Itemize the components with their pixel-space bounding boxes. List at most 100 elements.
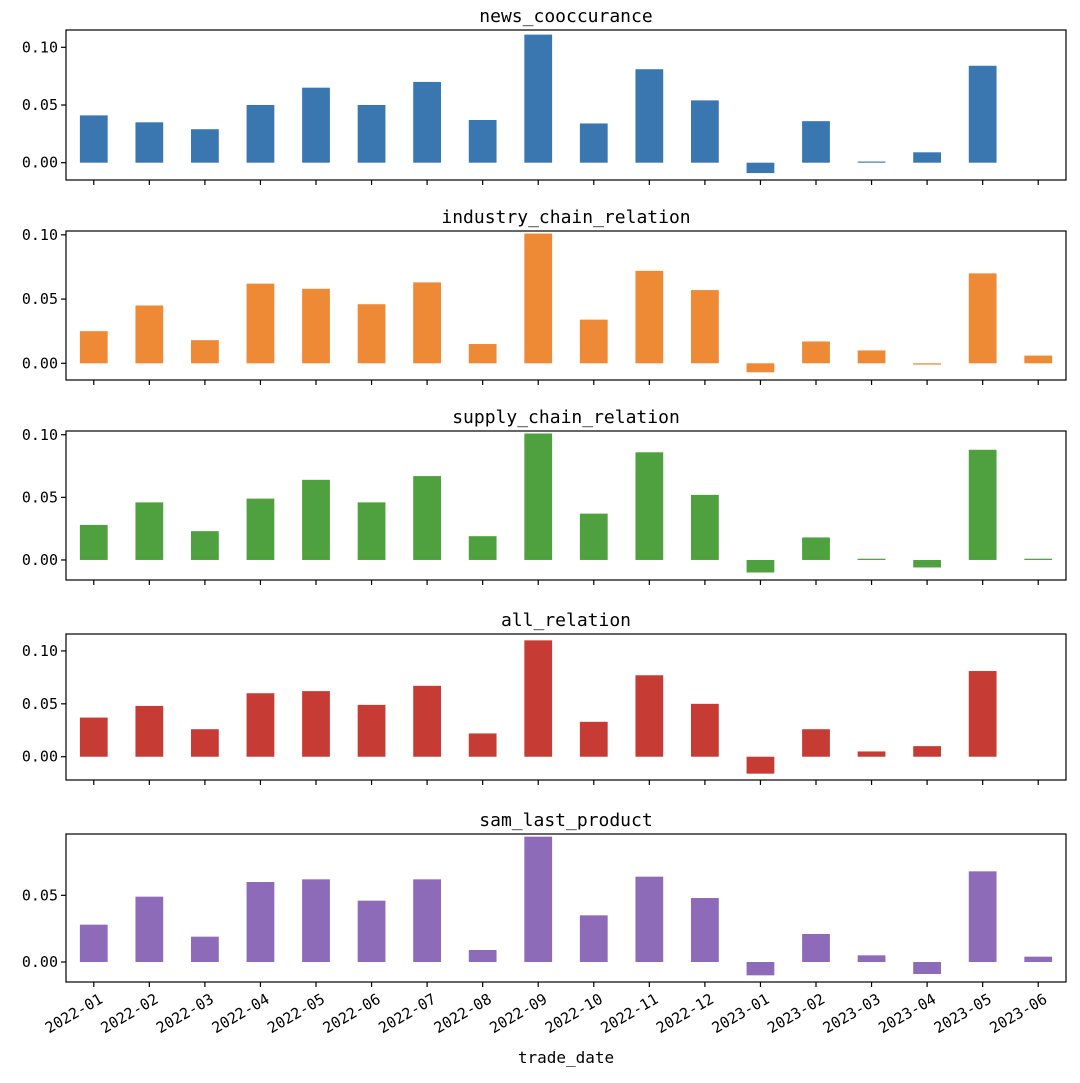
bar [746,559,775,573]
bar [579,915,608,962]
y-tick-label: 0.05 [22,488,58,506]
bar [246,693,275,757]
bar [468,536,497,560]
bar [135,502,164,560]
bar [913,152,941,163]
bar [802,729,830,757]
x-tick-label: 2022-07 [375,990,439,1037]
x-axis-label: trade_date [518,1048,614,1067]
bar [913,559,941,568]
x-tick-label: 2022-01 [42,990,106,1037]
bar [524,34,553,163]
bar [635,69,664,163]
bar [191,129,219,163]
x-tick-label: 2023-04 [875,990,939,1037]
bar [746,962,775,976]
bar [524,640,553,757]
bar [635,876,664,962]
bar [691,703,719,757]
bar [524,836,553,962]
bar [135,896,164,962]
bar [691,898,719,962]
bar [302,879,330,962]
bar [968,65,997,163]
plot-frame [65,230,1067,381]
bar [135,122,164,163]
x-tick-label: 2022-04 [209,990,273,1037]
bar [468,950,497,962]
y-tick-label: 0.10 [22,38,58,56]
panel-title: industry_chain_relation [441,207,690,228]
bar [357,304,386,364]
bar [357,704,386,757]
x-tick-label: 2023-02 [764,990,828,1037]
bar [635,675,664,757]
y-tick-label: 0.00 [22,551,58,569]
bar [857,350,886,364]
y-tick-label: 0.05 [22,695,58,713]
bar [691,290,719,364]
bar [524,433,553,560]
bar [413,476,441,560]
bar [968,449,997,560]
y-tick-label: 0.00 [22,154,58,172]
bar [135,305,164,364]
bar [913,746,941,757]
bar [413,879,441,962]
bar [357,900,386,962]
bar [635,452,664,560]
x-tick-label: 2022-09 [486,990,550,1037]
bar [357,502,386,560]
bar [691,100,719,163]
bar [79,524,108,560]
plot-frame [65,633,1067,781]
bar [802,537,830,560]
bar [468,733,497,757]
bar [302,691,330,757]
bar [579,123,608,163]
x-tick-label: 2022-06 [320,990,384,1037]
bar [746,756,775,774]
bar [191,729,219,757]
bar [413,81,441,163]
y-tick-label: 0.10 [22,226,58,244]
bar [413,282,441,364]
bar [79,717,108,757]
x-tick-label: 2022-12 [653,990,717,1037]
y-tick-label: 0.00 [22,953,58,971]
bar [302,288,330,364]
plot-frame [65,833,1067,983]
bar [1024,956,1053,962]
panel-title: supply_chain_relation [452,407,680,428]
x-tick-label: 2022-05 [264,990,328,1037]
y-tick-label: 0.05 [22,290,58,308]
x-tick-label: 2023-06 [986,990,1050,1037]
y-tick-label: 0.10 [22,426,58,444]
bar [1024,558,1053,560]
bar [857,161,886,163]
x-tick-label: 2023-05 [931,990,995,1037]
bar [135,705,164,757]
bar [191,531,219,560]
bar [913,962,941,974]
bar [746,162,775,174]
bar [968,871,997,962]
bar [746,363,775,373]
bar [302,87,330,163]
x-tick-label: 2023-01 [709,990,773,1037]
x-tick-label: 2022-02 [98,990,162,1037]
x-tick-label: 2022-03 [153,990,217,1037]
bar [857,955,886,962]
bar [246,283,275,364]
bar [579,513,608,560]
bar [579,721,608,757]
x-tick-label: 2022-08 [431,990,495,1037]
bar [524,233,553,364]
y-tick-label: 0.10 [22,642,58,660]
bar [468,344,497,364]
bar [79,924,108,962]
bar [246,882,275,962]
panel-title: sam_last_product [479,810,652,831]
bar [913,363,941,365]
